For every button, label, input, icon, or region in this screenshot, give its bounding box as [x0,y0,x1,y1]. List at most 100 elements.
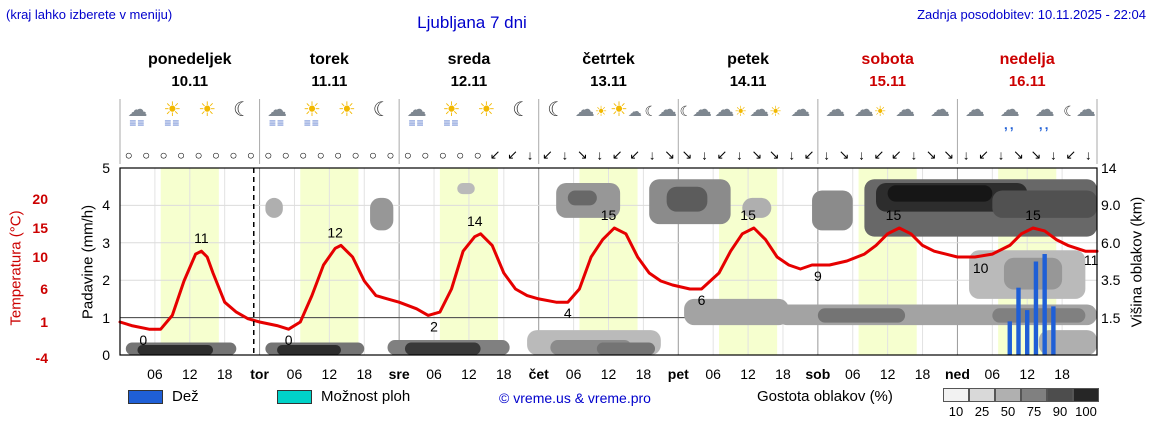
temp-value-label: 4 [564,305,572,321]
wind-symbol: ↓ [596,147,604,163]
wind-symbol: ↓ [561,147,569,163]
cloud-density-legend-label: Gostota oblakov (%) [757,388,893,405]
cloud-region [596,342,656,355]
hour-tick: 06 [984,366,1001,382]
wind-symbol: ○ [264,147,273,163]
cloud-region [457,182,475,195]
rain-bar [1007,321,1012,355]
cloud-region [684,298,789,326]
wind-symbol: ○ [229,147,238,163]
temp-value-label: 9 [814,268,822,284]
density-swatch [995,388,1021,402]
hour-tick: 18 [496,366,512,382]
wind-symbol: ↘ [681,147,693,162]
hour-tick: 18 [216,366,233,382]
wind-symbol: ↘ [925,147,937,162]
sun-fog-icon: ☀ ≡≡ [302,99,321,130]
cloud-height-tick: 9.0 [1101,197,1121,214]
hour-tick: 06 [705,366,721,382]
day-name: petek [727,51,769,68]
wind-symbol: ○ [473,147,482,163]
copyright-link[interactable]: © vreme.us & vreme.pro [499,390,651,406]
cloud-rain-icon: ☁ ‚‚ [1034,99,1055,132]
day-abbr: čet [528,366,549,382]
hour-tick: 06 [426,366,442,382]
menu-hint: (kraj lahko izberete v meniju) [6,7,173,22]
cloud-height-tick: 6.0 [1101,234,1121,251]
day-name: ponedeljek [147,51,232,68]
wind-symbol: ↙ [716,147,728,162]
wind-symbol: ↘ [838,147,850,162]
cloud-region [265,197,283,218]
wind-symbol: ○ [142,147,151,163]
density-swatch [1073,388,1099,402]
sun-icon: ☀ [337,99,356,121]
hour-tick: 12 [879,366,896,382]
day-abbr: ned [944,366,970,382]
wind-symbol: ↓ [701,147,708,163]
density-swatch-label: 75 [1026,404,1042,419]
precipitation-axis-label: Padavine (mm/h) [79,204,97,320]
precip-tick: 4 [102,197,110,214]
precip-tick: 0 [102,347,110,363]
day-date: 12.11 [450,73,488,90]
wind-symbol: ↓ [648,147,656,163]
temp-value-label: 0 [285,332,293,348]
wind-symbol: ○ [421,147,430,163]
wind-symbol: ↓ [1085,147,1092,163]
precip-tick: 5 [102,160,110,176]
wind-symbol: ↓ [736,147,743,163]
cloud-region [887,185,993,202]
wind-symbol: ↙ [890,147,902,162]
day-name: sobota [861,51,914,68]
cloud-region [817,308,906,323]
day-abbr: pet [667,366,689,382]
day-date: 16.11 [1008,73,1046,90]
cloud-height-tick: 14 [1101,160,1117,176]
precip-tick: 2 [102,272,110,289]
showers-legend-swatch [277,390,312,404]
temp-tick: 10 [32,249,48,265]
day-name: torek [309,51,349,68]
rain-bar [1051,306,1056,355]
wind-symbol: ○ [438,147,447,163]
day-abbr: tor [250,366,269,382]
temp-value-label: 6 [698,292,706,308]
cloud-region [1003,257,1063,290]
wind-symbol: ↙ [1065,147,1077,162]
rain-legend-swatch [128,390,163,404]
hour-tick: 18 [775,366,791,382]
cloud-region [370,197,394,231]
cloud-region [567,190,597,206]
cloud-region [812,190,853,231]
wind-symbol: ○ [212,147,220,163]
cloud-region [404,342,481,355]
wind-symbol: ↓ [997,147,1005,163]
wind-symbol: ↙ [489,147,501,162]
wind-symbol: ○ [316,147,325,163]
hour-tick: 18 [635,366,652,382]
cloud-fog-icon: ☁ ≡≡ [127,99,148,130]
day-date: 15.11 [869,73,906,90]
temp-value-label: 14 [467,213,483,229]
density-swatch-label: 10 [948,404,964,419]
wind-symbol: ○ [159,147,168,163]
temp-value-label: 15 [740,207,756,223]
sun-icon: ☀ [477,99,496,121]
hour-tick: 12 [600,366,617,382]
wind-symbol: ↘ [751,147,763,162]
wind-symbol: ↘ [768,147,780,162]
wind-symbol: ↘ [664,147,676,162]
cloud-moon-icon: ☾☁ [1063,99,1096,121]
day-name: četrtek [582,51,635,68]
density-swatch [943,388,969,402]
rain-bar [1016,287,1021,355]
temp-tick: 6 [40,281,48,297]
wind-symbol: ↘ [1030,147,1042,162]
hour-tick: 06 [565,366,582,382]
cloud-fog-icon: ☁ ≡≡ [267,99,288,130]
last-updated: Zadnja posodobitev: 10.11.2025 - 22:04 [917,7,1146,22]
density-swatch-label: 50 [1000,404,1016,419]
rain-bar [1033,261,1039,355]
